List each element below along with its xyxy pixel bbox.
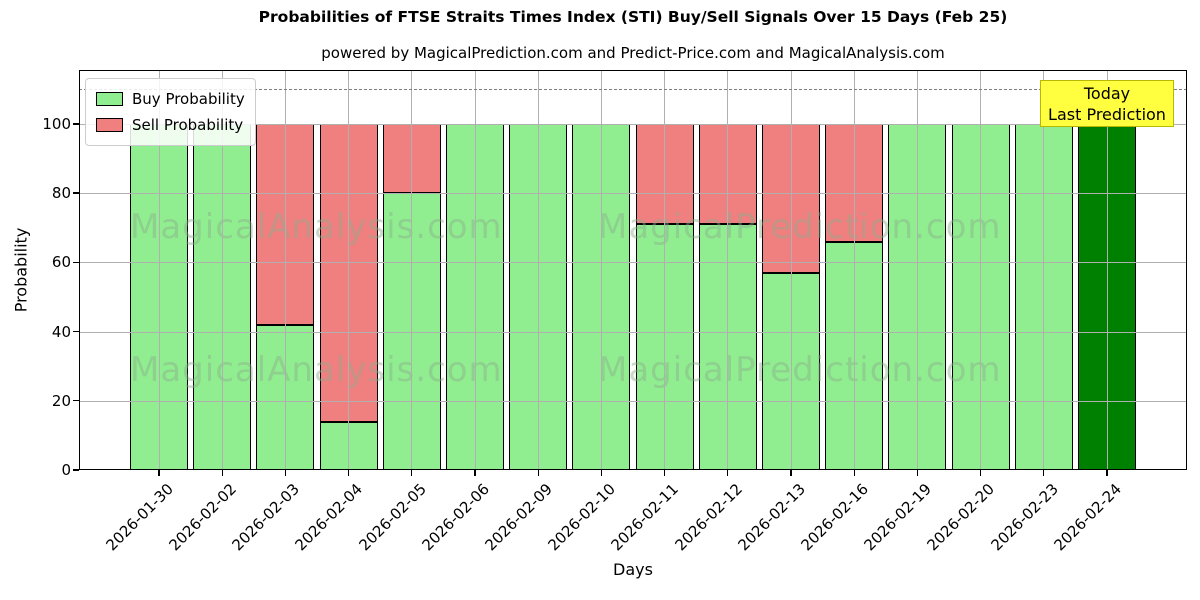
x-tick-label: 2026-01-30 bbox=[102, 480, 177, 555]
x-tick-label: 2026-02-23 bbox=[987, 480, 1062, 555]
x-tick-label: 2026-02-10 bbox=[544, 480, 620, 555]
x-tick-mark bbox=[916, 470, 919, 476]
x-tick-label: 2026-02-13 bbox=[734, 480, 809, 555]
x-tick-mark bbox=[727, 470, 729, 476]
gridline-horizontal bbox=[79, 331, 1187, 333]
x-tick-label: 2026-02-03 bbox=[228, 480, 304, 555]
today-annotation-line2: Last Prediction bbox=[1048, 104, 1166, 124]
legend-swatch bbox=[96, 92, 123, 106]
x-tick-mark bbox=[411, 470, 413, 476]
x-tick-mark bbox=[474, 470, 476, 476]
chart-title: Probabilities of FTSE Straits Times Inde… bbox=[258, 8, 1008, 26]
watermark-text: MagicalAnalysis.com bbox=[130, 350, 503, 390]
legend-item: Buy Probability bbox=[96, 86, 245, 112]
gridline-vertical bbox=[221, 70, 223, 470]
x-tick-label: 2026-02-02 bbox=[165, 480, 240, 555]
gridline-vertical bbox=[664, 70, 666, 470]
x-tick-label: 2026-02-11 bbox=[607, 480, 683, 555]
gridline-vertical bbox=[411, 70, 413, 470]
x-tick-mark bbox=[853, 470, 855, 476]
y-tick-mark bbox=[73, 192, 79, 194]
y-tick-label: 60 bbox=[51, 253, 71, 272]
x-tick-label: 2026-02-06 bbox=[418, 480, 493, 555]
gridline-vertical bbox=[853, 70, 855, 470]
gridline-vertical bbox=[916, 70, 918, 470]
gridline-horizontal bbox=[79, 193, 1187, 195]
y-tick-mark bbox=[73, 330, 79, 333]
legend-item: Sell Probability bbox=[96, 112, 245, 138]
gridline-horizontal bbox=[79, 262, 1187, 264]
chart-subtitle: powered by MagicalPrediction.com and Pre… bbox=[321, 44, 945, 62]
y-tick-mark bbox=[73, 400, 79, 402]
x-tick-label: 2026-02-05 bbox=[355, 480, 430, 555]
x-tick-mark bbox=[1043, 470, 1045, 476]
plot-area: MagicalAnalysis.com MagicalPrediction.com… bbox=[79, 70, 1187, 470]
x-tick-mark bbox=[979, 470, 982, 476]
y-tick-mark bbox=[73, 469, 79, 471]
watermark-text: MagicalAnalysis.com bbox=[130, 207, 503, 247]
legend-swatch bbox=[96, 118, 123, 132]
x-tick-mark bbox=[600, 470, 603, 476]
today-annotation: Today Last Prediction bbox=[1040, 80, 1174, 127]
x-tick-label: 2026-02-09 bbox=[481, 480, 556, 555]
y-tick-label: 40 bbox=[51, 322, 71, 341]
x-tick-mark bbox=[663, 470, 666, 476]
legend-label: Sell Probability bbox=[132, 116, 244, 134]
gridline-vertical bbox=[348, 70, 350, 470]
x-tick-mark bbox=[221, 470, 223, 476]
x-tick-mark bbox=[1106, 470, 1108, 476]
y-tick-label: 20 bbox=[51, 391, 71, 410]
y-tick-label: 80 bbox=[51, 184, 71, 203]
watermark-text: MagicalPrediction.com bbox=[598, 350, 1002, 390]
x-tick-mark bbox=[537, 470, 539, 476]
y-axis-label: Probability bbox=[11, 227, 31, 313]
gridline-vertical bbox=[537, 70, 539, 470]
legend-label: Buy Probability bbox=[132, 90, 245, 108]
x-tick-label: 2026-02-19 bbox=[860, 480, 936, 555]
y-tick-label: 0 bbox=[61, 461, 71, 479]
watermark-text: MagicalPrediction.com bbox=[598, 207, 1002, 247]
x-tick-label: 2026-02-20 bbox=[923, 480, 999, 555]
y-tick-mark bbox=[73, 261, 79, 264]
today-annotation-line1: Today bbox=[1083, 83, 1131, 103]
gridline-vertical bbox=[980, 70, 982, 470]
x-tick-label: 2026-02-16 bbox=[797, 480, 872, 555]
x-tick-mark bbox=[347, 470, 350, 476]
x-tick-mark bbox=[790, 470, 792, 476]
x-tick-label: 2026-02-24 bbox=[1050, 480, 1125, 555]
legend: Buy Probability Sell Probability bbox=[85, 78, 256, 146]
x-tick-label: 2026-02-04 bbox=[291, 480, 367, 555]
gridline-vertical bbox=[474, 70, 476, 470]
gridline-vertical bbox=[790, 70, 792, 470]
x-tick-mark bbox=[158, 470, 160, 476]
gridline-vertical bbox=[158, 70, 160, 470]
y-tick-mark bbox=[73, 123, 79, 125]
x-tick-mark bbox=[284, 470, 287, 476]
gridline-vertical bbox=[284, 70, 286, 470]
gridline-horizontal bbox=[79, 400, 1187, 402]
gridline-horizontal bbox=[79, 123, 1187, 125]
dashed-threshold-line bbox=[79, 89, 1187, 91]
gridline-vertical bbox=[600, 70, 602, 470]
y-tick-label: 100 bbox=[42, 114, 71, 133]
gridline-vertical bbox=[1106, 70, 1108, 470]
gridline-vertical bbox=[727, 70, 729, 470]
x-tick-label: 2026-02-12 bbox=[671, 480, 746, 555]
gridline-vertical bbox=[1043, 70, 1045, 470]
x-axis-label: Days bbox=[613, 560, 653, 579]
